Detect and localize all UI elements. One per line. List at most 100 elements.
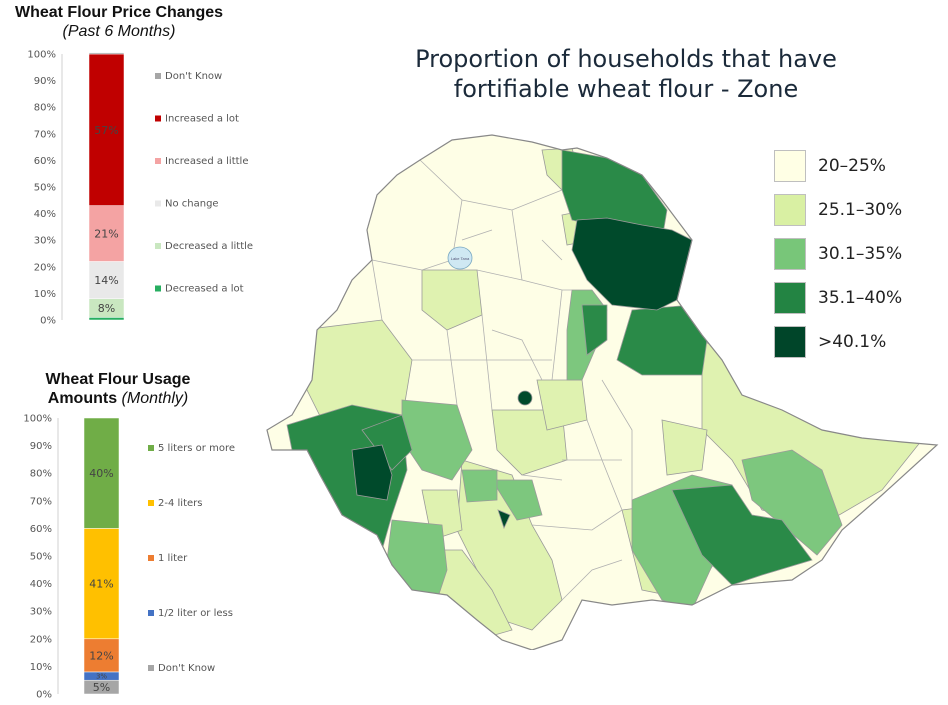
bar-data-label: 57% [94, 124, 118, 137]
legend-entry: Increased a little [165, 156, 248, 167]
legend-item: 25.1–30% [774, 188, 902, 232]
y-tick-label: 0% [40, 316, 56, 327]
y-tick-label: 70% [30, 496, 52, 507]
legend-marker [148, 610, 154, 616]
y-tick-label: 30% [34, 236, 56, 247]
legend-item: 35.1–40% [774, 276, 902, 320]
usage-panel-title: Wheat Flour Usage Amounts (Monthly) [0, 370, 236, 408]
y-tick-label: 60% [34, 156, 56, 167]
y-tick-label: 50% [34, 183, 56, 194]
y-tick-label: 100% [27, 50, 56, 61]
legend-marker [155, 115, 161, 122]
bar-segment [88, 261, 125, 299]
zone-northwest-1 [421, 269, 483, 331]
legend-item: 30.1–35% [774, 232, 902, 276]
bar-segment [83, 528, 120, 640]
legend-marker [148, 445, 154, 451]
price-panel-title: Wheat Flour Price Changes (Past 6 Months… [0, 3, 238, 41]
y-tick-label: 0% [36, 690, 52, 701]
zone-gambella-darkest [351, 444, 393, 501]
zone-afar-east [616, 304, 708, 376]
lake-tana-label: Lake Tana [451, 256, 470, 261]
bar-data-label: 3% [96, 673, 107, 681]
legend-marker [155, 200, 161, 207]
y-tick-label: 90% [30, 441, 52, 452]
y-tick-label: 80% [30, 469, 52, 480]
legend-marker [155, 243, 161, 249]
zone-somali-east [741, 449, 843, 556]
legend-marker [148, 555, 154, 561]
map-title: Proportion of households that have forti… [386, 44, 866, 104]
legend-item: >40.1% [774, 320, 902, 364]
legend-label: 20–25% [818, 156, 886, 176]
y-tick-label: 60% [30, 524, 52, 535]
y-tick-label: 30% [30, 607, 52, 618]
price-subtitle: (Past 6 Months) [62, 23, 176, 40]
zone-boundaries [371, 159, 633, 601]
stacked-bar-svg: 0% 10% 20% 30% 40% 50% 60% 70% 80% 90% 100% 8% 14% 21… [27, 50, 253, 327]
zone-addis-darkest [517, 390, 533, 406]
y-tick-label: 10% [34, 289, 56, 300]
bar-data-label: 14% [94, 274, 118, 287]
price-change-chart: 0% 10% 20% 30% 40% 50% 60% 70% 80% 90% 100% 8% 14% 21… [0, 44, 260, 334]
legend-entry: 1/2 liter or less [158, 608, 233, 619]
legend-swatch [774, 282, 806, 314]
bar-segment [88, 52, 125, 55]
usage-amount-chart: 0% 10% 20% 30% 40% 50% 60% 70% 80% 90% 100% 5% 3% 12%… [0, 408, 260, 701]
zone-afar-strip [581, 304, 608, 356]
map-legend: 20–25% 25.1–30% 30.1–35% 35.1–40% >40.1% [774, 144, 902, 364]
zone-south-darkest [497, 509, 511, 530]
bar-segment [83, 638, 120, 673]
zone-central-4 [461, 469, 498, 503]
legend-swatch [774, 326, 806, 358]
price-title: Wheat Flour Price Changes [14, 4, 224, 21]
usage-title: Wheat Flour Usage [45, 371, 191, 388]
legend-entry: Decreased a lot [165, 284, 244, 295]
y-tick-label: 70% [34, 129, 56, 140]
legend-label: 30.1–35% [818, 244, 903, 264]
legend-entry: 2-4 liters [158, 498, 202, 509]
zone-choropleth-map: Lake Tana [266, 134, 938, 650]
y-tick-label: 90% [34, 76, 56, 87]
legend-item: 20–25% [774, 144, 902, 188]
y-tick-label: 40% [34, 209, 56, 220]
map-title-line2: fortifiable wheat flour - Zone [453, 75, 799, 103]
stacked-bar-svg: 0% 10% 20% 30% 40% 50% 60% 70% 80% 90% 100% 5%3% 12%… [23, 414, 235, 701]
legend-marker [155, 73, 161, 79]
legend-marker [155, 158, 161, 164]
y-tick-label: 20% [30, 634, 52, 645]
map-title-line1: Proportion of households that have [415, 45, 837, 73]
bar-segment [88, 205, 125, 262]
zone-east-1 [661, 419, 708, 476]
bar-segment [88, 53, 125, 206]
legend-label: >40.1% [818, 332, 887, 352]
bar-data-label: 41% [89, 578, 113, 591]
legend-swatch [774, 194, 806, 226]
bar-data-label: 21% [94, 228, 118, 241]
y-tick-label: 20% [34, 262, 56, 273]
legend-entry: Increased a lot [165, 114, 239, 125]
lake-tana [447, 246, 473, 270]
legend-entry: 1 liter [158, 553, 188, 564]
bar-data-label: 12% [89, 649, 113, 662]
zone-somali-south [671, 484, 813, 586]
legend-marker [148, 665, 154, 671]
usage-subtitle: (Monthly) [121, 390, 189, 407]
zone-central-3 [491, 479, 543, 521]
legend-entry: Decreased a little [165, 241, 253, 252]
legend-entry: No change [165, 199, 219, 210]
bar-data-label: 5% [93, 681, 110, 694]
y-tick-label: 10% [30, 662, 52, 673]
y-tick-label: 40% [30, 579, 52, 590]
legend-swatch [774, 238, 806, 270]
legend-swatch [774, 150, 806, 182]
y-tick-label: 50% [30, 552, 52, 563]
usage-title-2: Amounts [47, 390, 118, 407]
y-tick-label: 80% [34, 103, 56, 114]
legend-entry: Don't Know [165, 71, 222, 82]
bar-segment [88, 317, 125, 321]
bar-segment [83, 417, 120, 529]
legend-entry: 5 liters or more [158, 443, 235, 454]
bar-data-label: 8% [98, 302, 115, 315]
legend-label: 25.1–30% [818, 200, 903, 220]
